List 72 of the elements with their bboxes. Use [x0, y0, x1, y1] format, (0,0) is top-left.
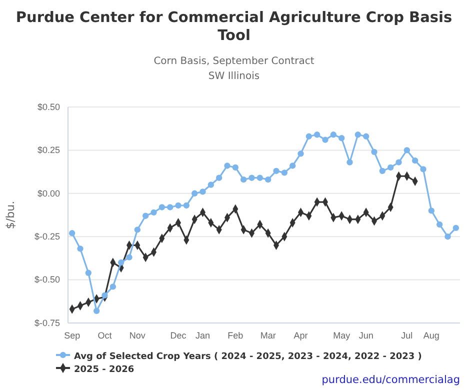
point	[322, 136, 328, 143]
point	[126, 254, 132, 260]
x-tick-label: May	[333, 330, 351, 340]
x-tick-label: Nov	[129, 330, 146, 340]
point	[85, 270, 92, 276]
point	[216, 174, 222, 181]
point	[387, 164, 394, 171]
point	[150, 209, 157, 216]
y-tick-label: $-0.75	[34, 318, 60, 328]
y-tick-label: $0.00	[37, 188, 60, 198]
point	[264, 176, 272, 183]
y-axis-title: $/bu.	[4, 200, 17, 230]
point	[134, 226, 141, 233]
legend-label: Avg of Selected Crop Years ( 2024 - 2025, 2023 - 2024, 2022 - 2023 )	[74, 352, 422, 362]
point	[273, 168, 280, 174]
text: purdue.edu/commercialag	[322, 374, 460, 386]
point	[224, 162, 230, 169]
point	[68, 230, 76, 236]
x-tick-label: Oct	[98, 330, 112, 340]
point	[166, 204, 174, 210]
point	[232, 164, 239, 171]
point	[314, 132, 320, 138]
x-tick-label: Aug	[423, 330, 440, 340]
point	[404, 147, 410, 154]
chart-subtitle: Corn Basis, September Contract SW Illinois	[154, 56, 314, 82]
point	[379, 168, 386, 174]
point	[428, 208, 435, 214]
point	[396, 159, 402, 166]
x-tick-label: Apr	[294, 330, 308, 340]
point	[346, 159, 353, 166]
x-tick-label: Jan	[195, 330, 210, 340]
x-tick-label: Sep	[64, 330, 80, 340]
point	[444, 234, 451, 240]
point	[256, 174, 264, 181]
y-tick-label: $0.50	[37, 102, 60, 112]
point	[412, 157, 418, 164]
x-tick-label: Jul	[401, 330, 413, 340]
point	[93, 308, 100, 314]
chart-title: Purdue Center for Commercial Agriculture Crop Basis Tool	[16, 10, 452, 44]
x-tick-label: Mar	[260, 330, 276, 340]
point	[175, 202, 182, 209]
point	[110, 284, 116, 290]
y-tick-label: $0.25	[37, 145, 60, 156]
point	[118, 259, 124, 266]
point	[208, 182, 214, 188]
x-tick-label: Dec	[170, 330, 187, 340]
point	[281, 170, 288, 176]
y-tick-label: $-0.50	[34, 274, 60, 285]
point	[298, 150, 304, 157]
point	[452, 224, 460, 232]
x-tick-label: Jun	[358, 330, 374, 340]
point	[436, 221, 443, 228]
point	[371, 148, 378, 156]
point	[240, 176, 247, 183]
point	[338, 135, 345, 142]
point	[306, 133, 312, 140]
point	[330, 132, 337, 138]
point	[354, 132, 362, 138]
point	[420, 166, 426, 172]
point	[248, 174, 255, 181]
point	[191, 190, 198, 196]
point	[102, 292, 108, 298]
point	[142, 212, 149, 219]
y-tick-label: $-0.25	[34, 231, 60, 242]
point	[289, 162, 296, 169]
legend-label: 2025 - 2026	[74, 365, 134, 375]
point	[158, 204, 166, 210]
x-tick-label: Feb	[228, 330, 244, 340]
point	[362, 133, 370, 140]
point	[77, 246, 84, 252]
point	[200, 188, 206, 195]
point	[183, 202, 190, 209]
